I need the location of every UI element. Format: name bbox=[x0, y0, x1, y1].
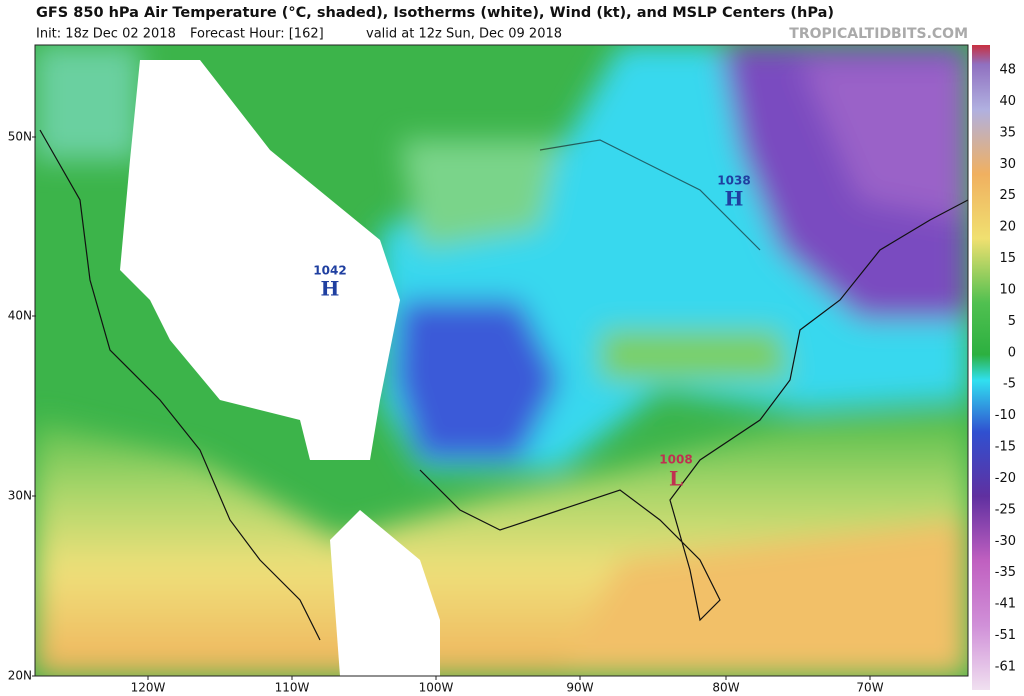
colorbar-label: 40 bbox=[999, 94, 1016, 109]
colorbar-label: 30 bbox=[999, 157, 1016, 172]
colorbar-label: -20 bbox=[995, 471, 1016, 486]
colorbar-label: 20 bbox=[999, 220, 1016, 235]
colorbar-label: -25 bbox=[995, 502, 1016, 517]
colorbar-label: -10 bbox=[995, 408, 1016, 423]
colorbar-label: -41 bbox=[995, 597, 1016, 612]
latitude-label: 50N bbox=[8, 130, 32, 144]
init-time: Init: 18z Dec 02 2018 bbox=[36, 27, 176, 42]
title: GFS 850 hPa Air Temperature (°C, shaded)… bbox=[36, 5, 834, 21]
watermark: TROPICALTIDBITS.COM bbox=[789, 26, 968, 42]
colorbar-label: 25 bbox=[999, 188, 1016, 203]
latitude-label: 40N bbox=[8, 309, 32, 323]
colorbar-label: -15 bbox=[995, 440, 1016, 455]
colorbar-label: -61 bbox=[995, 660, 1016, 675]
longitude-label: 110W bbox=[275, 681, 310, 695]
map bbox=[35, 45, 968, 676]
valid-time: valid at 12z Sun, Dec 09 2018 bbox=[366, 27, 562, 42]
longitude-label: 100W bbox=[419, 681, 454, 695]
colorbar-label: -35 bbox=[995, 565, 1016, 580]
longitude-label: 80W bbox=[712, 681, 739, 695]
colorbar-label: -30 bbox=[995, 534, 1016, 549]
map-frame bbox=[34, 44, 969, 677]
colorbar-label: 35 bbox=[999, 125, 1016, 140]
forecast-hour: Forecast Hour: [162] bbox=[190, 27, 324, 42]
longitude-label: 120W bbox=[131, 681, 166, 695]
pressure-value: 1038 bbox=[717, 174, 750, 188]
colorbar-label: -51 bbox=[995, 628, 1016, 643]
longitude-label: 90W bbox=[566, 681, 593, 695]
colorbar-label: 10 bbox=[999, 282, 1016, 297]
colorbar-label: 5 bbox=[1008, 314, 1016, 329]
latitude-label: 20N bbox=[8, 669, 32, 683]
pressure-symbol: H bbox=[725, 187, 744, 211]
colorbar-label: -5 bbox=[1003, 377, 1016, 392]
pressure-symbol: H bbox=[321, 277, 340, 301]
colorbar-label: 15 bbox=[999, 251, 1016, 266]
longitude-label: 70W bbox=[856, 681, 883, 695]
colorbar-label: 0 bbox=[1008, 345, 1016, 360]
pressure-value: 1008 bbox=[659, 453, 692, 467]
colorbar-label: 48 bbox=[999, 63, 1016, 78]
pressure-symbol: L bbox=[669, 467, 683, 491]
colorbar bbox=[972, 45, 990, 690]
latitude-label: 30N bbox=[8, 489, 32, 503]
pressure-value: 1042 bbox=[313, 264, 346, 278]
